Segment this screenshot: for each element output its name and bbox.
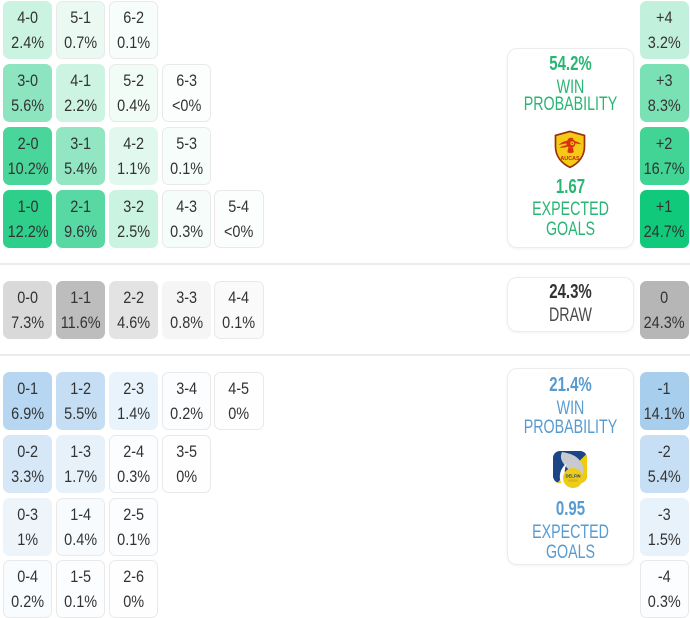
svg-text:AUCAS: AUCAS (560, 156, 580, 162)
svg-text:DELFIN: DELFIN (565, 473, 580, 478)
